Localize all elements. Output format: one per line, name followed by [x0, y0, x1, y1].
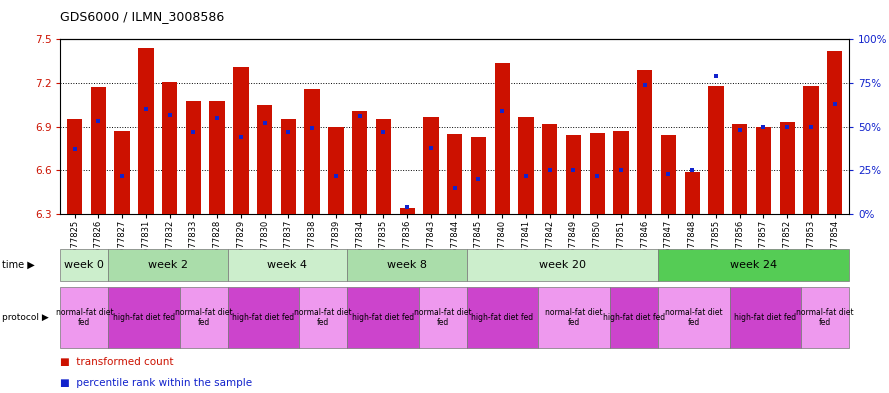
Bar — [494, 62, 510, 214]
Bar — [419, 287, 467, 348]
Text: time ▶: time ▶ — [2, 260, 35, 270]
Bar — [637, 70, 653, 214]
Text: normal-fat diet
fed: normal-fat diet fed — [665, 308, 723, 327]
Bar — [162, 82, 178, 214]
Bar — [305, 89, 320, 214]
Bar — [108, 287, 180, 348]
Text: week 8: week 8 — [387, 260, 427, 270]
Text: high-fat diet fed: high-fat diet fed — [471, 313, 533, 322]
Bar — [709, 86, 724, 214]
Bar — [115, 131, 130, 214]
Text: high-fat diet fed: high-fat diet fed — [352, 313, 414, 322]
Bar — [827, 51, 843, 214]
Text: high-fat diet fed: high-fat diet fed — [113, 313, 175, 322]
Bar — [613, 131, 629, 214]
Text: normal-fat diet
fed: normal-fat diet fed — [55, 308, 113, 327]
Text: normal-fat diet
fed: normal-fat diet fed — [175, 308, 233, 327]
Bar — [539, 287, 610, 348]
Text: protocol ▶: protocol ▶ — [2, 313, 49, 322]
Bar — [138, 48, 154, 214]
Bar — [60, 287, 108, 348]
Bar — [399, 208, 415, 214]
Text: week 0: week 0 — [64, 260, 104, 270]
Bar — [542, 124, 557, 214]
Bar — [257, 105, 272, 214]
Text: week 2: week 2 — [148, 260, 188, 270]
Text: week 4: week 4 — [268, 260, 308, 270]
Text: GDS6000 / ILMN_3008586: GDS6000 / ILMN_3008586 — [60, 10, 225, 23]
Bar — [67, 119, 83, 214]
Text: normal-fat diet
fed: normal-fat diet fed — [545, 308, 603, 327]
Bar — [589, 132, 605, 214]
Bar — [352, 111, 367, 214]
Text: normal-fat diet
fed: normal-fat diet fed — [797, 308, 854, 327]
Bar — [108, 249, 228, 281]
Bar — [685, 172, 700, 214]
Text: high-fat diet fed: high-fat diet fed — [603, 313, 665, 322]
Bar — [471, 137, 486, 214]
Bar — [801, 287, 849, 348]
Text: ■  transformed count: ■ transformed count — [60, 358, 174, 367]
Bar — [60, 249, 108, 281]
Bar — [328, 127, 344, 214]
Bar — [91, 87, 106, 214]
Bar — [281, 119, 296, 214]
Bar — [661, 136, 677, 214]
Text: week 24: week 24 — [730, 260, 777, 270]
Bar — [300, 287, 348, 348]
Text: normal-fat diet
fed: normal-fat diet fed — [294, 308, 352, 327]
Bar — [348, 287, 419, 348]
Bar — [228, 287, 300, 348]
Bar — [518, 117, 533, 214]
Bar — [756, 127, 772, 214]
Bar — [180, 287, 228, 348]
Bar — [732, 124, 748, 214]
Text: high-fat diet fed: high-fat diet fed — [734, 313, 797, 322]
Text: week 20: week 20 — [539, 260, 586, 270]
Bar — [730, 287, 801, 348]
Bar — [658, 249, 849, 281]
Text: normal-fat diet
fed: normal-fat diet fed — [414, 308, 471, 327]
Bar — [610, 287, 658, 348]
Bar — [447, 134, 462, 214]
Bar — [780, 122, 795, 214]
Bar — [348, 249, 467, 281]
Bar — [467, 249, 658, 281]
Bar — [376, 119, 391, 214]
Text: high-fat diet fed: high-fat diet fed — [233, 313, 294, 322]
Bar — [210, 101, 225, 214]
Bar — [804, 86, 819, 214]
Text: ■  percentile rank within the sample: ■ percentile rank within the sample — [60, 378, 252, 388]
Bar — [658, 287, 730, 348]
Bar — [228, 249, 348, 281]
Bar — [186, 101, 201, 214]
Bar — [467, 287, 539, 348]
Bar — [233, 67, 249, 214]
Bar — [423, 117, 438, 214]
Bar — [565, 136, 581, 214]
